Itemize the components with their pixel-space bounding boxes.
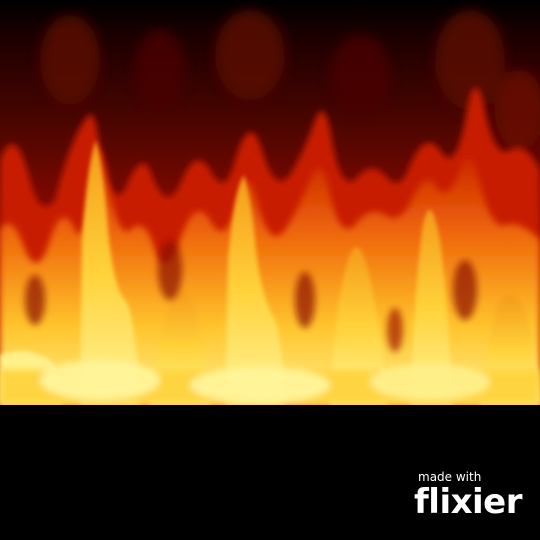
base-glow bbox=[0, 360, 540, 405]
fire-image bbox=[0, 0, 540, 405]
watermark-brand: flixier bbox=[414, 482, 523, 522]
flixier-watermark: made with flixier bbox=[414, 468, 526, 532]
watermark-made-with: made with bbox=[418, 470, 482, 484]
dark-pockets bbox=[25, 240, 477, 352]
yellow-flames bbox=[0, 140, 540, 405]
smoke-wisps bbox=[40, 10, 540, 150]
orange-flames bbox=[0, 147, 540, 405]
